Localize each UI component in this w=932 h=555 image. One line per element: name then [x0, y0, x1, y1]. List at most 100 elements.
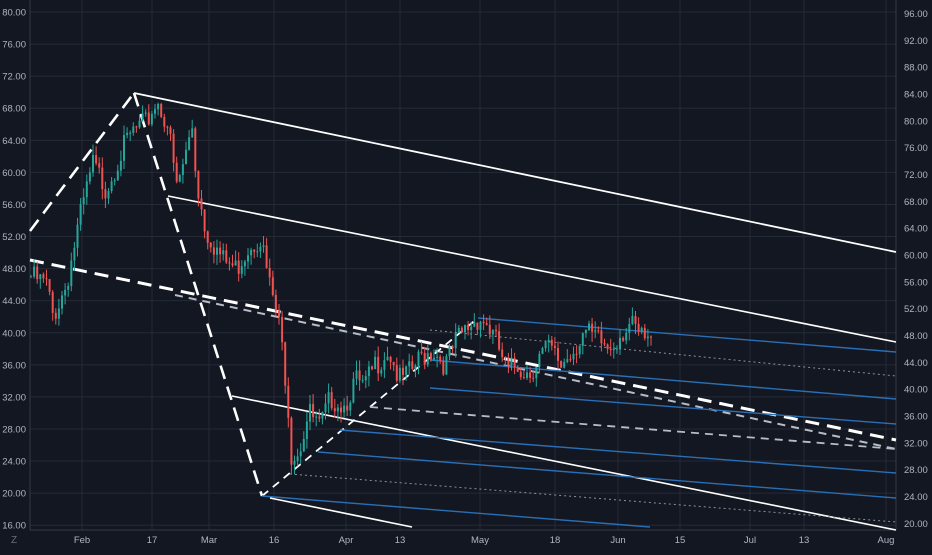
candle-body [178, 175, 181, 182]
candle-body [426, 353, 429, 365]
candle-body [532, 377, 535, 379]
small-fork-upper-line[interactable] [477, 317, 897, 353]
candle-body [48, 279, 51, 292]
time-tick-label: Jun [610, 535, 625, 546]
fork-handle-line[interactable] [132, 92, 264, 497]
candle-body [374, 356, 377, 370]
small-fork-median[interactable] [369, 406, 897, 450]
drawing-tools[interactable] [28, 92, 897, 531]
candle-body [138, 120, 141, 128]
left-price-tick-label: 64.00 [2, 136, 26, 147]
candle-body [504, 357, 507, 359]
candle-body [346, 405, 349, 411]
fork-upper-line[interactable] [133, 92, 897, 253]
candle-body [82, 197, 85, 205]
candle-body [147, 112, 150, 125]
candle-body [154, 109, 156, 114]
right-price-tick-label: 88.00 [904, 63, 928, 74]
left-price-axis[interactable]: 16.00 20.00 24.00 28.00 32.00 36.00 40.00 44.00… [2, 8, 26, 532]
candle-body [284, 342, 287, 386]
candle-body [591, 323, 594, 332]
left-price-tick-label: 56.00 [2, 200, 26, 211]
fork-lower-line[interactable] [231, 395, 897, 531]
candle-body [448, 346, 451, 357]
candle-body [361, 380, 364, 382]
candle-body [262, 245, 265, 247]
candle-body [110, 181, 113, 192]
candle-body [414, 365, 417, 369]
candle-body [634, 316, 637, 324]
small-fork-line[interactable] [317, 451, 897, 499]
candle-body [243, 261, 246, 267]
candle-body [640, 327, 643, 332]
grid-lines [29, 0, 897, 531]
left-price-tick-label: 76.00 [2, 40, 26, 51]
candle-body [107, 191, 110, 199]
candle-body [141, 113, 144, 121]
time-tick-label: Apr [339, 535, 354, 546]
right-price-tick-label: 48.00 [904, 331, 928, 342]
candle-body [557, 347, 559, 361]
time-tick-label: 17 [147, 535, 158, 546]
small-fork-dotted-line[interactable] [429, 329, 897, 377]
small-fork-dotted-line[interactable] [289, 473, 897, 523]
fork-base-line[interactable] [269, 497, 413, 528]
fork-handle-line[interactable] [28, 92, 136, 232]
candle-body [315, 416, 318, 418]
candle-body [30, 276, 32, 278]
candle-body [572, 353, 575, 360]
candle-body [312, 403, 315, 418]
small-fork-line[interactable] [429, 387, 897, 425]
candle-body [104, 189, 107, 199]
log-scale-toggle[interactable]: Z [11, 535, 17, 546]
right-price-tick-label: 32.00 [904, 438, 928, 449]
right-price-tick-label: 96.00 [904, 9, 928, 20]
candle-body [606, 344, 609, 349]
candle-body [569, 359, 572, 361]
right-price-axis[interactable]: 20.00 24.00 28.00 32.00 36.00 40.00 44.00 48.00… [904, 9, 928, 530]
candle-body [464, 325, 466, 333]
candle-body [491, 329, 494, 335]
left-price-tick-label: 72.00 [2, 72, 26, 83]
candle-body [516, 367, 519, 372]
candle-body [299, 451, 302, 457]
candle-body [395, 365, 398, 381]
candle-body [417, 351, 420, 366]
candle-body [476, 322, 479, 330]
candle-body [498, 331, 501, 350]
candle-body [290, 417, 293, 465]
candle-body [445, 356, 448, 375]
time-tick-label: May [471, 535, 489, 546]
candle-body [355, 370, 358, 379]
candle-body [628, 323, 631, 333]
candle-body [575, 353, 578, 355]
candle-body [219, 247, 222, 255]
candle-body [349, 402, 352, 411]
candle-body [88, 172, 91, 182]
candle-body [588, 323, 590, 331]
left-price-tick-label: 24.00 [2, 457, 26, 468]
candle-body [212, 247, 215, 255]
candle-body [646, 336, 649, 339]
left-price-tick-label: 20.00 [2, 489, 26, 500]
time-axis[interactable]: Feb 17 Mar 16 Apr 13 May 18 Jun 15 Jul 13 Aug [74, 535, 895, 546]
candle-body [386, 356, 389, 361]
right-price-tick-label: 36.00 [904, 411, 928, 422]
candle-body [433, 357, 435, 360]
fork-inner-line[interactable] [167, 195, 897, 343]
candle-body [259, 246, 262, 252]
small-fork-line[interactable] [429, 359, 897, 400]
left-price-tick-label: 60.00 [2, 168, 26, 179]
small-fork-line[interactable] [339, 429, 897, 474]
candle-body [473, 322, 476, 327]
candle-body [240, 266, 243, 274]
right-price-tick-label: 60.00 [904, 250, 928, 261]
candle-body [194, 128, 197, 172]
small-fork-lower-line[interactable] [261, 495, 651, 528]
fork-median-line[interactable] [29, 258, 897, 442]
time-tick-label: Aug [878, 535, 895, 546]
candle-body [253, 249, 256, 252]
left-price-tick-label: 68.00 [2, 104, 26, 115]
